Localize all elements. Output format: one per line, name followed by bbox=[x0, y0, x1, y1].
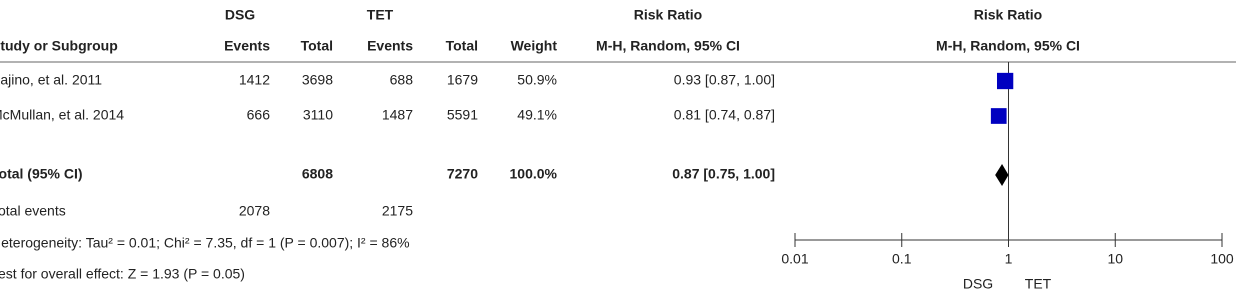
study-name: Kajino, et al. 2011 bbox=[0, 72, 102, 88]
x-tick-label: 0.01 bbox=[781, 251, 808, 267]
x-axis-label: TET bbox=[1025, 276, 1052, 292]
column-header: M-H, Random, 95% CI bbox=[596, 38, 740, 54]
cell: 1679 bbox=[447, 72, 478, 88]
cell: 3698 bbox=[302, 72, 333, 88]
cell: 100.0% bbox=[510, 166, 558, 182]
study-name: McMullan, et al. 2014 bbox=[0, 107, 124, 123]
column-header: Events bbox=[224, 38, 270, 54]
effect-square bbox=[990, 108, 1007, 124]
column-header: M-H, Random, 95% CI bbox=[936, 38, 1080, 54]
column-header: Study or Subgroup bbox=[0, 38, 118, 54]
heterogeneity: Heterogeneity: Tau² = 0.01; Chi² = 7.35,… bbox=[0, 235, 410, 251]
ci-label: 0.87 [0.75, 1.00] bbox=[672, 166, 775, 182]
overall-effect: Test for overall effect: Z = 1.93 (P = 0… bbox=[0, 266, 245, 282]
column-header: Total bbox=[446, 38, 478, 54]
summary-diamond bbox=[995, 164, 1009, 186]
cell: 688 bbox=[390, 72, 414, 88]
cell: 49.1% bbox=[517, 107, 557, 123]
cell: 6808 bbox=[302, 166, 333, 182]
cell: 50.9% bbox=[517, 72, 557, 88]
column-header: Weight bbox=[511, 38, 558, 54]
total-name: Total (95% CI) bbox=[0, 166, 83, 182]
cell: 2175 bbox=[382, 203, 413, 219]
ci-label: 0.81 [0.74, 0.87] bbox=[674, 107, 775, 123]
cell: 666 bbox=[247, 107, 271, 123]
cell: 1412 bbox=[239, 72, 270, 88]
x-tick-label: 10 bbox=[1107, 251, 1123, 267]
x-tick-label: 0.1 bbox=[892, 251, 912, 267]
total-events-name: Total events bbox=[0, 203, 66, 219]
cell: 2078 bbox=[239, 203, 270, 219]
x-tick-label: 100 bbox=[1210, 251, 1234, 267]
cell: 3110 bbox=[303, 107, 333, 123]
cell: 7270 bbox=[447, 166, 478, 182]
cell: 5591 bbox=[447, 107, 478, 123]
cell: 1487 bbox=[382, 107, 413, 123]
x-axis-label: DSG bbox=[963, 276, 993, 292]
group-header: Risk Ratio bbox=[634, 7, 702, 23]
ci-label: 0.93 [0.87, 1.00] bbox=[674, 72, 775, 88]
group-header: TET bbox=[367, 7, 394, 23]
column-header: Events bbox=[367, 38, 413, 54]
effect-square bbox=[996, 72, 1014, 90]
group-header: Risk Ratio bbox=[974, 7, 1042, 23]
column-header: Total bbox=[301, 38, 333, 54]
x-tick-label: 1 bbox=[1005, 251, 1013, 267]
group-header: DSG bbox=[225, 7, 255, 23]
